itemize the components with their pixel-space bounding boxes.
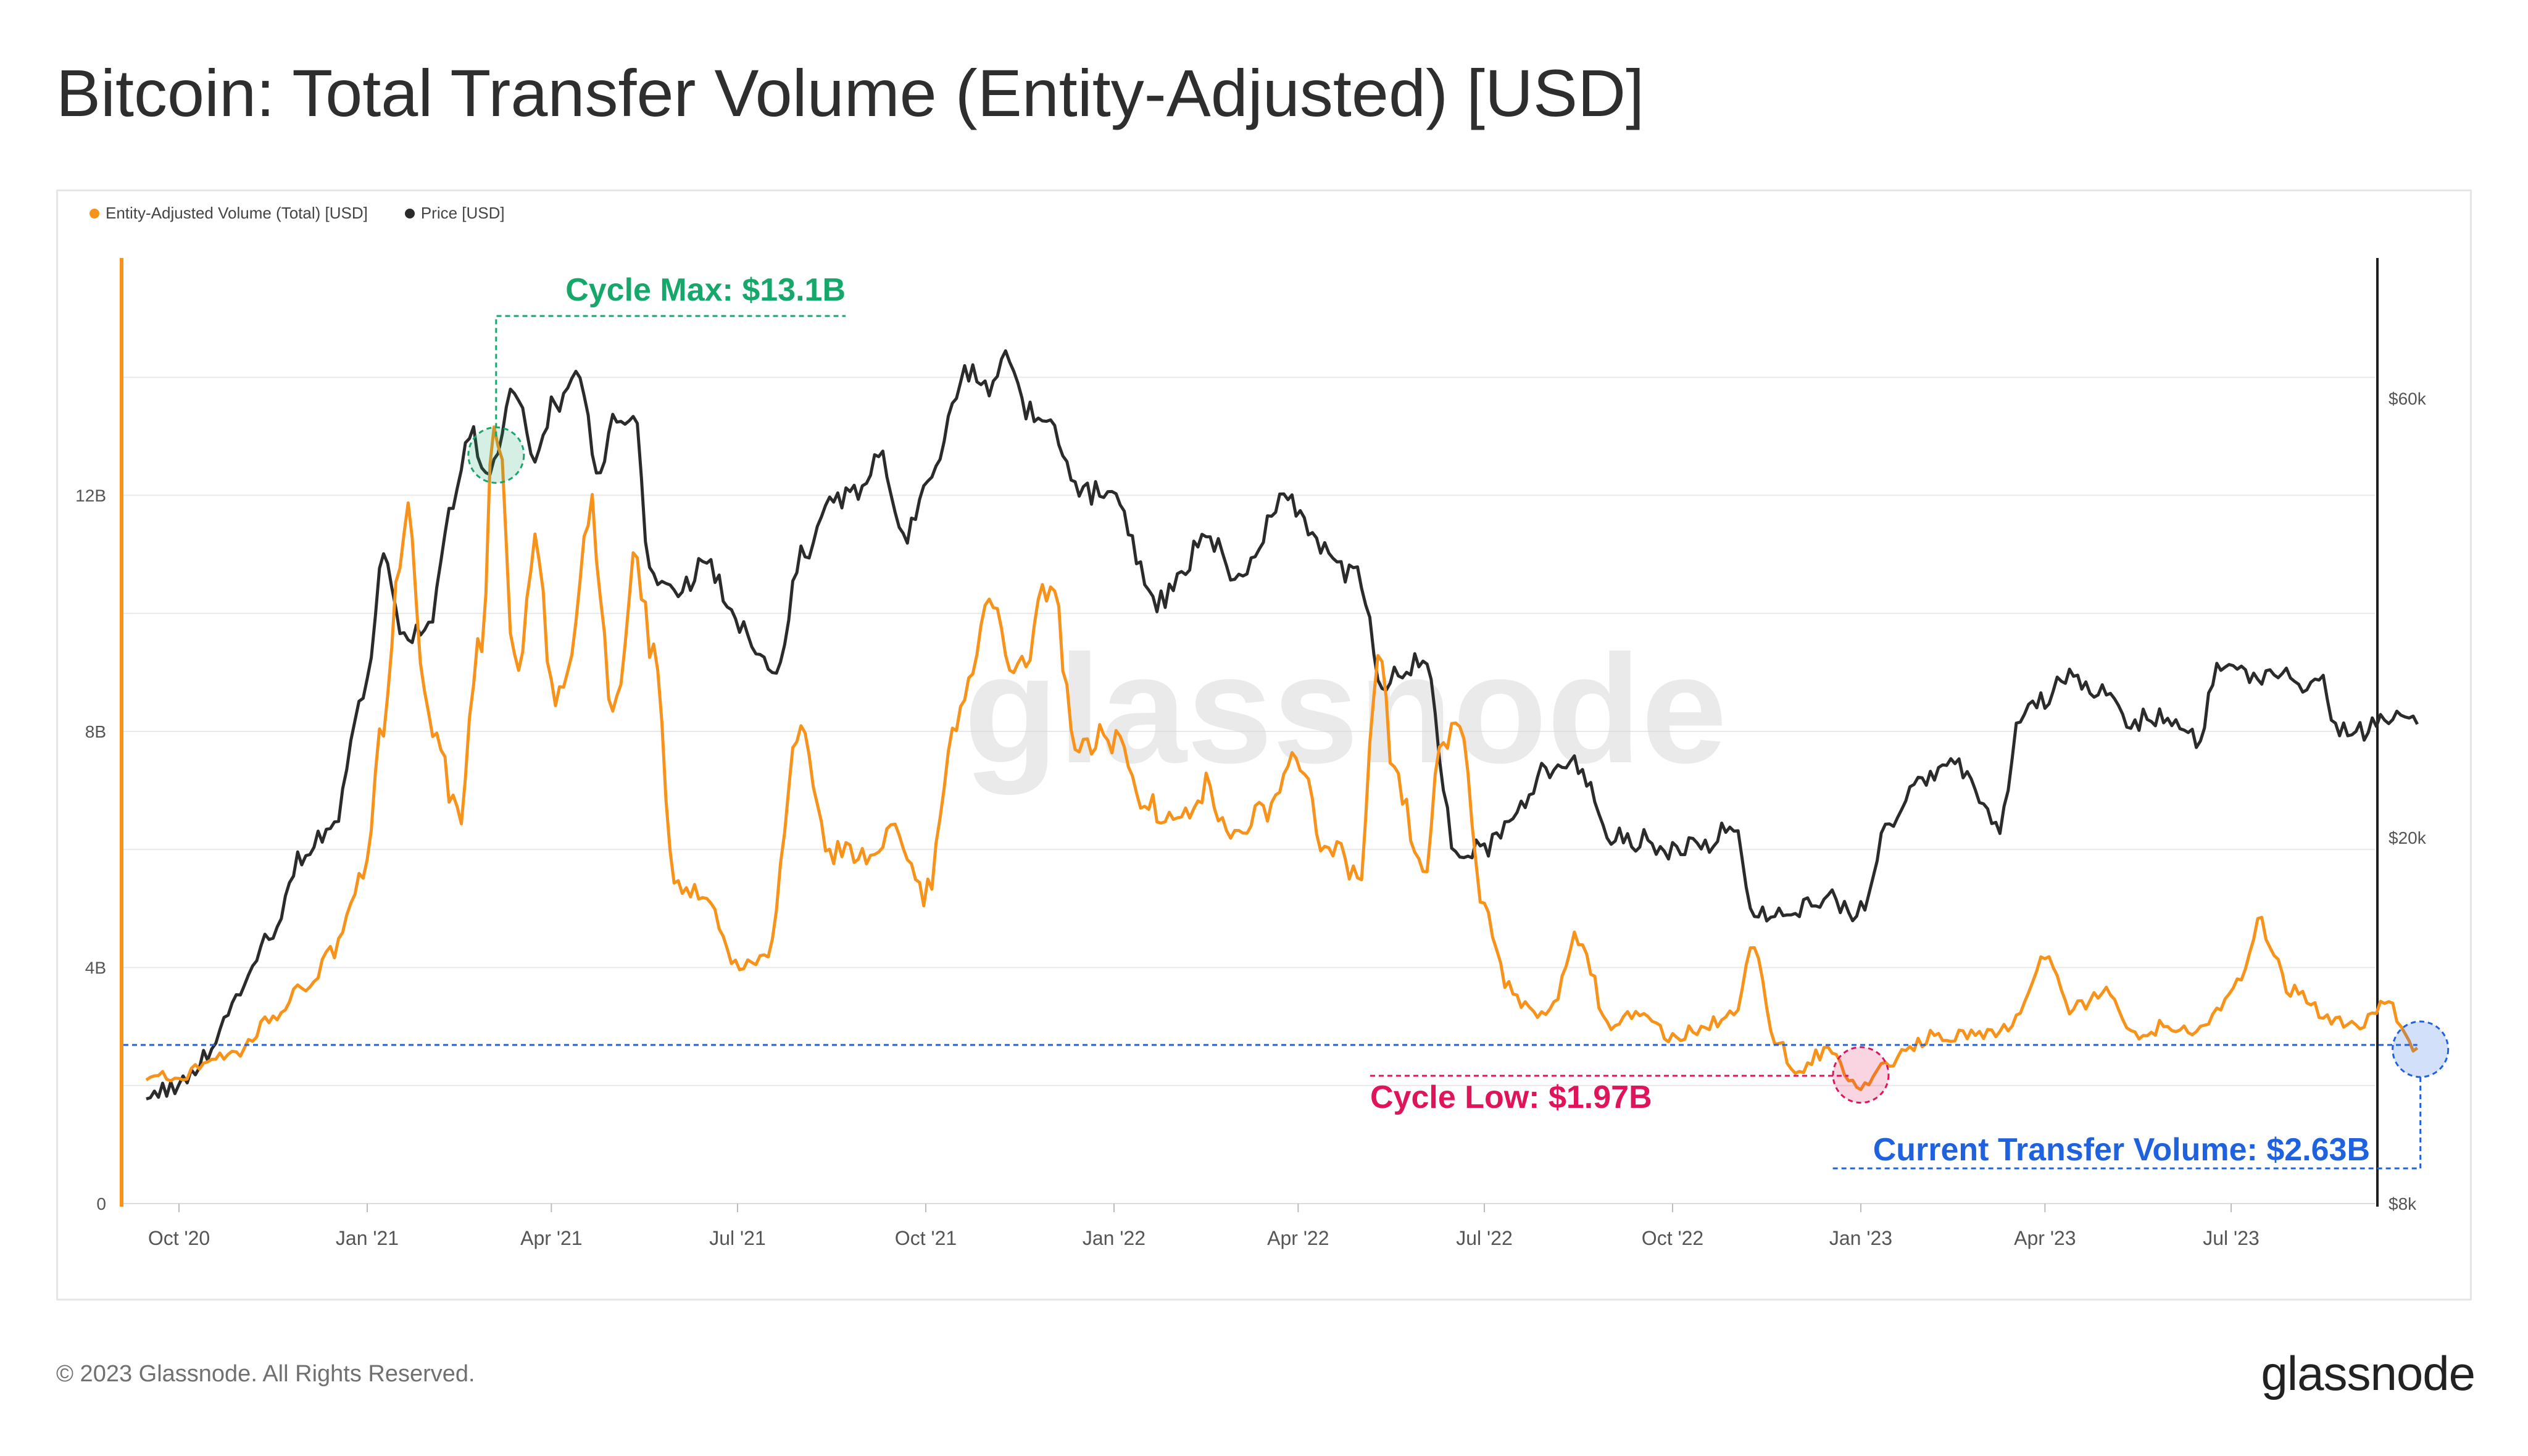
cycle-max-label: Cycle Max: $13.1B: [565, 272, 846, 308]
legend-item-price[interactable]: Price [USD]: [404, 204, 505, 223]
x-tick-label: Apr '21: [520, 1227, 582, 1249]
chart-card: [56, 189, 2472, 1300]
y-left-tick-label: 0: [96, 1194, 106, 1213]
x-tick-label: Jul '23: [2203, 1227, 2260, 1249]
legend-label-price: Price [USD]: [420, 204, 505, 222]
legend-marker-price: [404, 208, 415, 218]
y-left-tick-label: 4B: [85, 959, 106, 978]
current-leader: [1830, 1077, 2422, 1170]
y-right-tick-label: $8k: [2389, 1194, 2417, 1213]
x-tick-label: Apr '22: [1267, 1227, 1329, 1249]
legend-label-volume: Entity-Adjusted Volume (Total) [USD]: [106, 204, 368, 222]
chart-legend: Entity-Adjusted Volume (Total) [USD] Pri…: [89, 204, 505, 223]
x-tick-label: Oct '21: [895, 1227, 957, 1249]
footer-copyright: © 2023 Glassnode. All Rights Reserved.: [56, 1361, 475, 1387]
y-right-tick-label: $60k: [2389, 389, 2427, 409]
x-tick-label: Oct '22: [1642, 1227, 1703, 1249]
x-tick-label: Jan '21: [336, 1227, 399, 1249]
x-tick-label: Jul '21: [709, 1227, 766, 1249]
x-tick-label: Jan '22: [1083, 1227, 1146, 1249]
x-tick-label: Jan '23: [1829, 1227, 1892, 1249]
legend-marker-volume: [89, 208, 99, 218]
legend-item-volume[interactable]: Entity-Adjusted Volume (Total) [USD]: [89, 204, 368, 223]
x-tick-label: Apr '23: [2014, 1227, 2076, 1249]
glassnode-logo: glassnode: [2261, 1346, 2476, 1400]
y-left-tick-label: 12B: [75, 486, 106, 505]
cycle-low-label: Cycle Low: $1.97B: [1370, 1080, 1652, 1115]
y-left-tick-label: 8B: [85, 722, 106, 741]
y-right-tick-label: $20k: [2389, 828, 2427, 847]
current-volume-label: Current Transfer Volume: $2.63B: [1873, 1132, 2370, 1168]
current-marker: [2392, 1020, 2450, 1078]
x-tick-label: Oct '20: [148, 1227, 210, 1249]
watermark: glassnode: [964, 623, 1727, 795]
series-line-price: [146, 349, 2419, 1100]
x-tick-label: Jul '22: [1456, 1227, 1513, 1249]
page-title: Bitcoin: Total Transfer Volume (Entity-A…: [56, 56, 1645, 130]
series-line-volume: [145, 425, 2419, 1091]
